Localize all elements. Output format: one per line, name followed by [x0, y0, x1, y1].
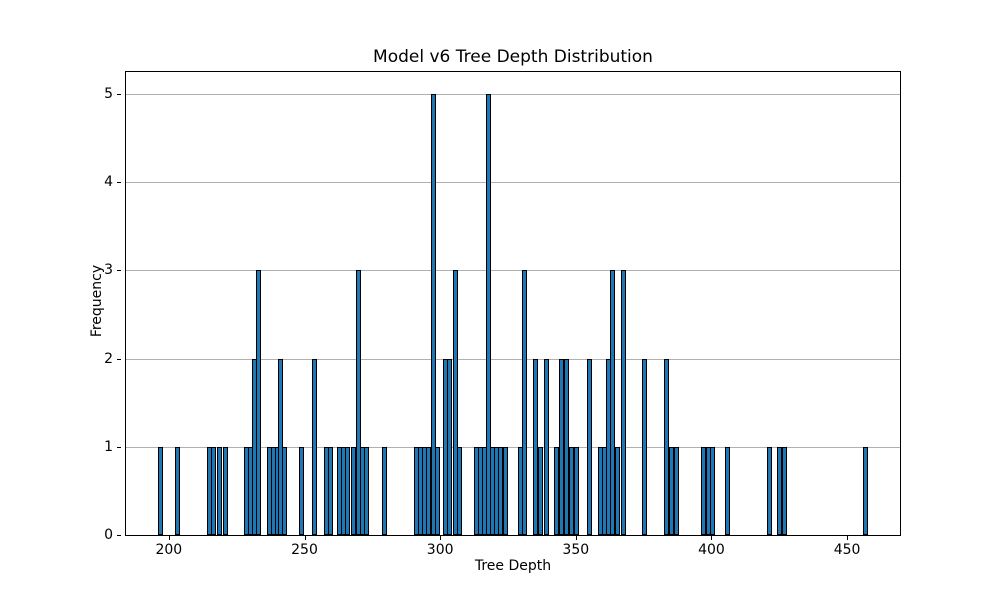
plot-area — [125, 71, 901, 536]
histogram-bar — [446, 358, 452, 535]
y-tick — [117, 270, 121, 272]
histogram-bar — [158, 446, 164, 535]
histogram-bar — [610, 270, 616, 535]
x-tick-label: 350 — [562, 542, 590, 558]
histogram-bar — [299, 446, 305, 535]
histogram-bar — [174, 446, 180, 535]
gridline-y-1 — [126, 446, 900, 448]
gridline-y-4 — [126, 182, 900, 184]
histogram-bar — [521, 270, 527, 535]
histogram-bar — [668, 446, 674, 535]
y-tick — [117, 446, 121, 448]
gridline-y-5 — [126, 94, 900, 96]
histogram-bar — [211, 446, 217, 535]
histogram-bar — [430, 94, 436, 535]
gridline-y-3 — [126, 270, 900, 272]
y-tick-label: 0 — [104, 527, 113, 543]
histogram-bar — [544, 358, 550, 535]
histogram-bar — [781, 446, 787, 535]
y-tick-label: 4 — [104, 174, 113, 191]
y-tick — [117, 182, 121, 184]
histogram-bar — [255, 270, 261, 535]
y-tick — [117, 94, 121, 96]
histogram-bar — [223, 446, 229, 535]
histogram-bar — [641, 358, 647, 535]
chart-title: Model v6 Tree Depth Distribution — [373, 47, 653, 67]
y-tick — [117, 535, 121, 536]
histogram-bar — [777, 446, 783, 535]
x-tick-label: 450 — [833, 542, 861, 558]
histogram-bar — [574, 446, 580, 535]
x-tick — [575, 536, 577, 540]
histogram-bar — [434, 446, 440, 535]
y-tick-label: 2 — [104, 350, 113, 367]
x-tick — [168, 536, 170, 540]
x-tick — [847, 536, 849, 540]
x-tick-label: 400 — [698, 542, 725, 558]
histogram-bar — [453, 270, 459, 535]
histogram-bar — [554, 446, 560, 535]
histogram-bar — [533, 358, 539, 535]
histogram-bar — [863, 446, 869, 535]
histogram-bar — [426, 446, 432, 535]
x-tick — [304, 536, 306, 540]
histogram-bar — [620, 270, 626, 535]
x-tick-label: 200 — [155, 542, 183, 558]
x-tick-label: 300 — [426, 542, 454, 558]
histogram-bar — [327, 446, 333, 535]
histogram-bar — [614, 446, 620, 535]
histogram-bar — [345, 446, 351, 535]
histogram-bar — [216, 446, 222, 535]
x-tick — [440, 536, 442, 540]
histogram-bar — [502, 446, 508, 535]
histogram-bar — [486, 94, 492, 535]
histogram-bar — [311, 358, 317, 535]
y-tick-label: 5 — [104, 86, 113, 103]
histogram-bar — [382, 446, 388, 535]
histogram-bar — [710, 446, 716, 535]
y-tick — [117, 358, 121, 360]
histogram-bar — [538, 446, 544, 535]
histogram-bar — [457, 446, 463, 535]
x-tick — [711, 536, 713, 540]
histogram-bar — [586, 358, 592, 535]
x-tick-label: 250 — [291, 542, 318, 558]
histogram-bar — [282, 446, 288, 535]
histogram-bar — [569, 446, 575, 535]
histogram-bar — [724, 446, 730, 535]
y-tick-label: 1 — [104, 438, 113, 455]
histogram-bar — [350, 446, 356, 535]
gridline-y-2 — [126, 358, 900, 360]
histogram-bar — [767, 446, 772, 535]
x-axis-label: Tree Depth — [474, 558, 552, 574]
y-tick-label: 3 — [104, 262, 113, 279]
histogram-bar — [355, 270, 361, 535]
histogram-bar — [673, 446, 679, 535]
histogram-bar — [563, 358, 569, 535]
histogram-bar — [364, 446, 370, 535]
histogram-bar — [359, 446, 365, 535]
